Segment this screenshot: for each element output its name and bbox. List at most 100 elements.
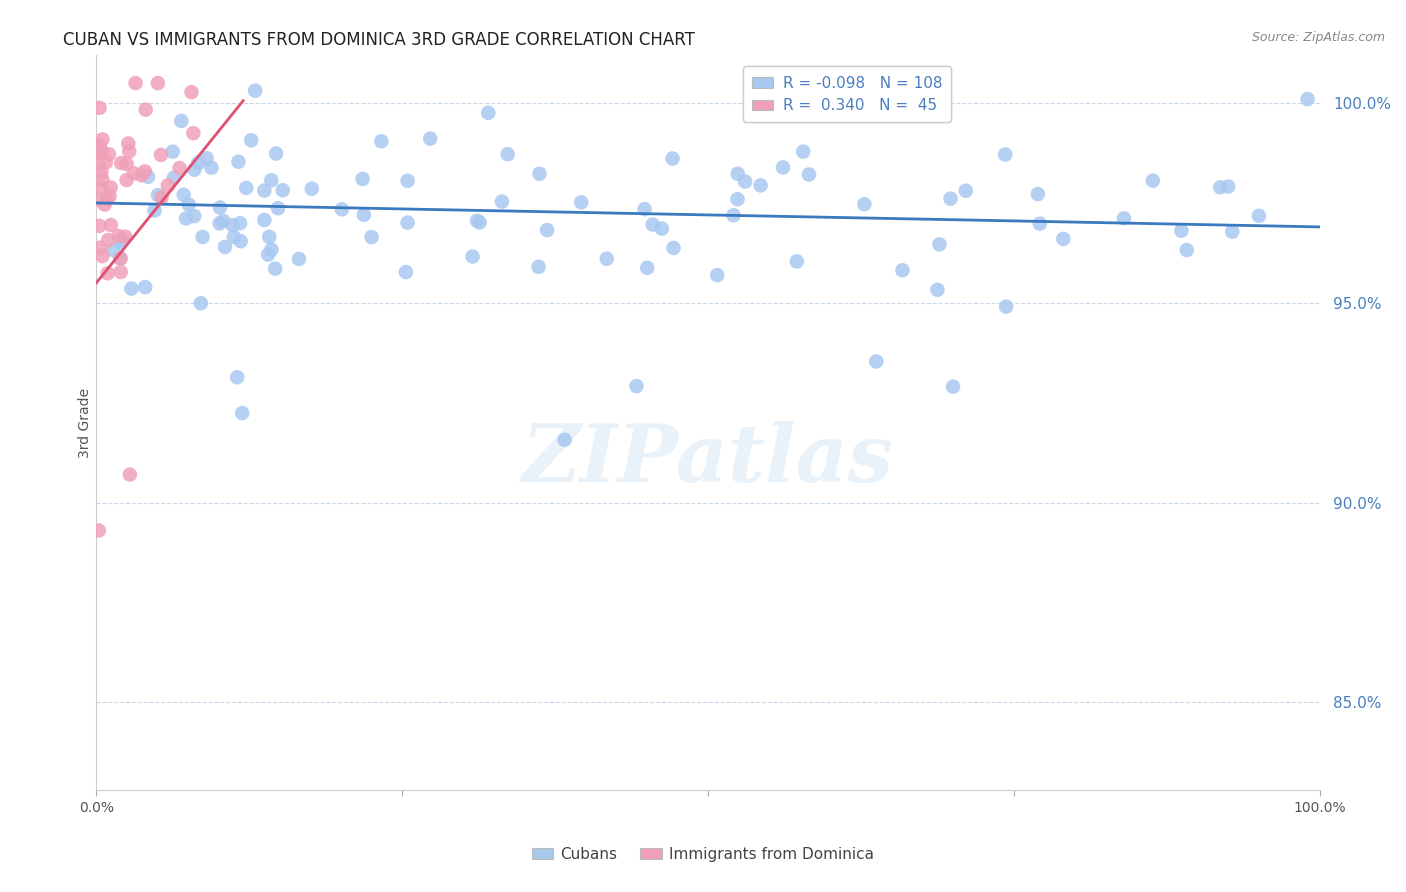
Point (110, 235, 132, 250)
Point (267, 201, 290, 215)
Point (477, 105, 499, 120)
Point (569, 195, 592, 210)
Point (146, 188, 169, 202)
Point (496, 147, 519, 161)
Point (529, 167, 551, 181)
Point (228, 154, 250, 169)
Point (253, 184, 276, 198)
Point (353, 208, 375, 222)
Point (396, 174, 419, 188)
Point (1170, 224, 1192, 238)
Point (134, 164, 156, 178)
Point (100, 180, 122, 194)
Point (162, 145, 184, 159)
Point (163, 170, 186, 185)
Point (1296, 92, 1319, 106)
Point (468, 215, 491, 229)
Point (994, 147, 1017, 161)
Point (150, 148, 173, 162)
Point (1209, 180, 1232, 194)
Point (1220, 225, 1243, 239)
Point (772, 161, 794, 175)
Point (169, 161, 191, 175)
Point (465, 213, 488, 227)
Point (1247, 209, 1270, 223)
Point (118, 467, 141, 482)
Point (727, 192, 749, 206)
Point (491, 194, 513, 209)
Point (97, 233, 120, 247)
Point (1142, 174, 1164, 188)
Point (723, 208, 745, 222)
Point (396, 216, 419, 230)
Point (156, 178, 179, 193)
Point (110, 156, 132, 170)
Text: CUBAN VS IMMIGRANTS FROM DOMINICA 3RD GRADE CORRELATION CHART: CUBAN VS IMMIGRANTS FROM DOMINICA 3RD GR… (63, 31, 695, 49)
Point (212, 214, 235, 228)
Point (170, 114, 193, 128)
Point (253, 213, 276, 227)
Point (134, 280, 156, 294)
Point (330, 202, 353, 217)
Point (214, 240, 236, 254)
Point (87, 157, 110, 171)
Point (301, 182, 323, 196)
Point (706, 268, 728, 282)
Point (641, 218, 664, 232)
Point (260, 243, 283, 257)
Point (108, 251, 131, 265)
Point (200, 161, 222, 175)
Point (98, 189, 121, 203)
Point (221, 219, 243, 233)
Point (1175, 243, 1198, 257)
Point (131, 168, 153, 182)
Point (928, 237, 950, 252)
Point (93, 197, 115, 211)
Point (749, 178, 772, 193)
Point (98, 147, 121, 161)
Point (177, 197, 200, 211)
Point (786, 254, 808, 268)
Point (183, 209, 205, 223)
Point (264, 261, 287, 276)
Point (231, 406, 253, 420)
Point (173, 187, 195, 202)
Y-axis label: 3rd Grade: 3rd Grade (79, 388, 93, 458)
Point (122, 166, 145, 180)
Point (91, 172, 114, 186)
Point (260, 173, 283, 187)
Point (596, 252, 619, 266)
Point (183, 162, 205, 177)
Point (1218, 179, 1240, 194)
Point (101, 243, 124, 257)
Point (727, 167, 749, 181)
Point (87, 193, 110, 207)
Point (89, 241, 111, 255)
Point (661, 152, 683, 166)
Point (97, 266, 120, 280)
Point (90, 165, 112, 179)
Point (115, 173, 138, 187)
Point (118, 145, 141, 159)
Point (636, 260, 658, 275)
Point (174, 211, 197, 226)
Point (235, 181, 257, 195)
Point (865, 354, 887, 368)
Point (229, 234, 252, 248)
Point (90, 181, 112, 195)
Point (94, 155, 117, 169)
Point (96, 193, 118, 207)
Point (927, 283, 949, 297)
Point (143, 203, 166, 218)
Point (264, 146, 287, 161)
Point (124, 76, 146, 90)
Point (91, 249, 114, 263)
Point (1112, 211, 1135, 226)
Point (370, 134, 392, 148)
Point (91, 132, 114, 146)
Point (222, 230, 245, 244)
Point (150, 190, 173, 204)
Point (146, 76, 169, 90)
Point (135, 103, 157, 117)
Point (240, 133, 263, 147)
